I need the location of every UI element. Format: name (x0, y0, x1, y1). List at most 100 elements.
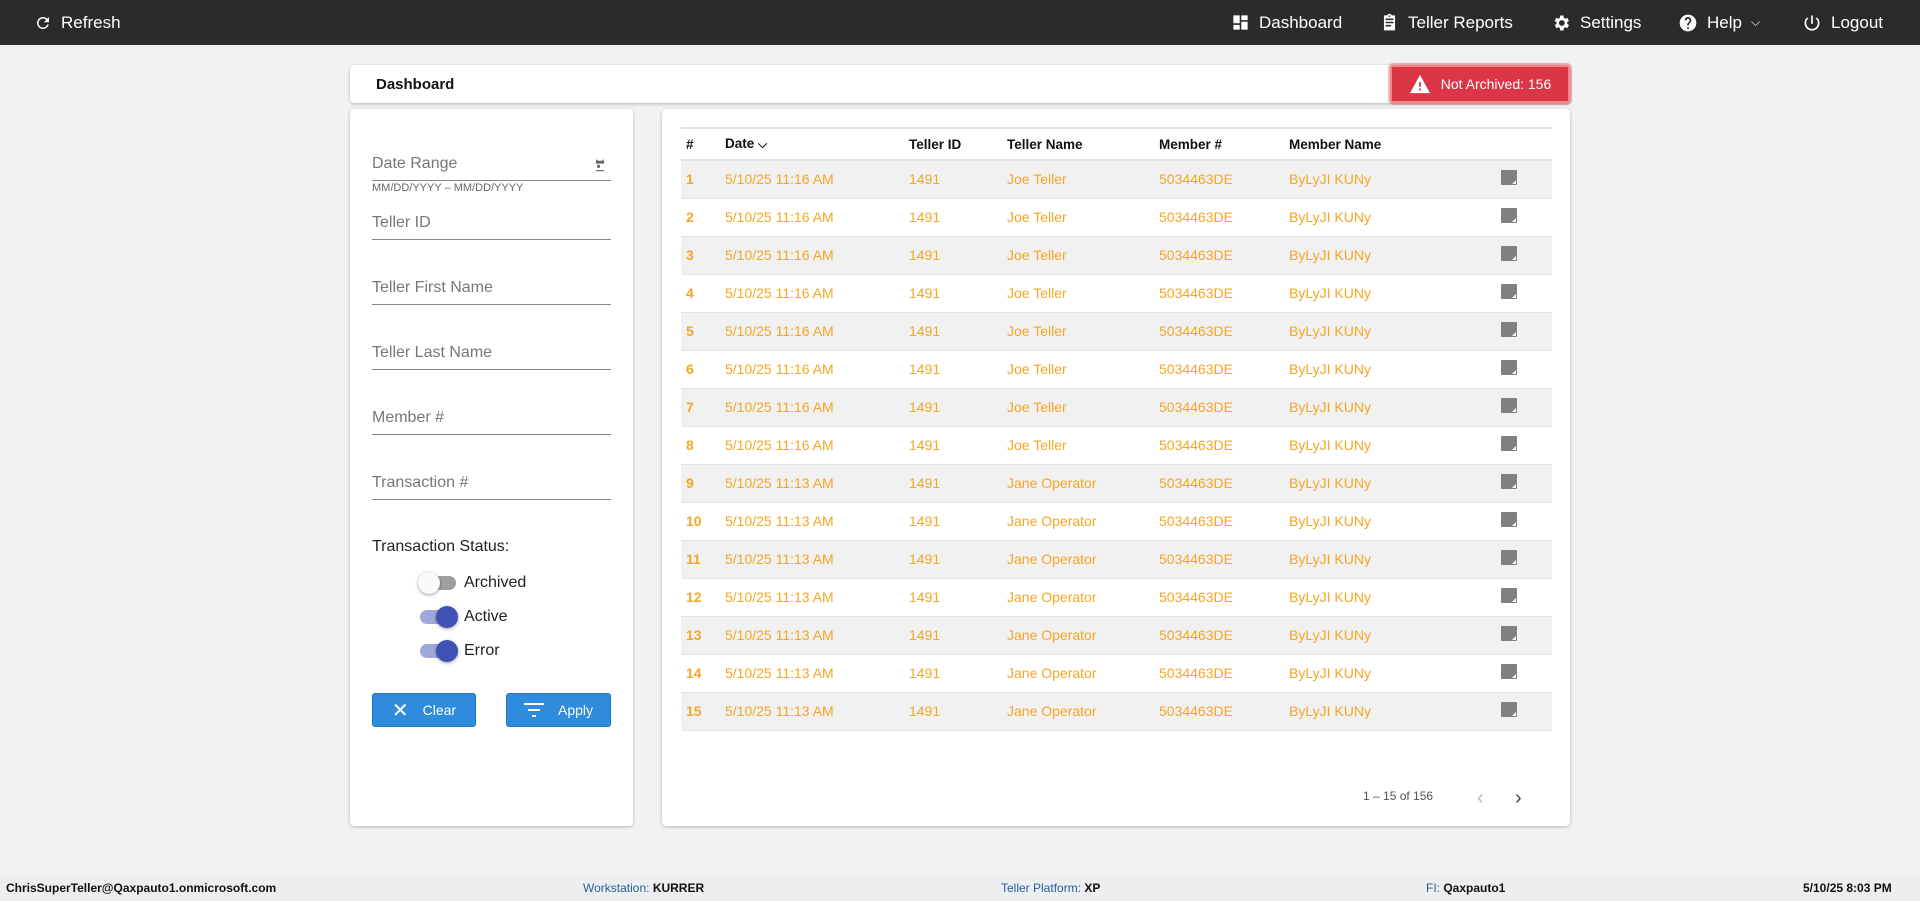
table-row[interactable]: 15 5/10/25 11:13 AM 1491 Jane Operator 50344… (681, 692, 1552, 731)
row-actions (1489, 616, 1552, 655)
table-row[interactable]: 14 5/10/25 11:13 AM 1491 Jane Operator 50344… (681, 654, 1552, 693)
note-icon[interactable] (1501, 474, 1517, 489)
note-icon[interactable] (1501, 284, 1517, 299)
row-number: 7 (681, 388, 725, 427)
note-icon[interactable] (1501, 208, 1517, 223)
nav-settings[interactable]: Settings (1551, 0, 1641, 45)
col-date-label: Date (725, 136, 755, 151)
toggle-archived[interactable]: Archived (418, 572, 526, 594)
teller-first-name-input[interactable]: Teller First Name (372, 275, 611, 305)
row-member-number: 5034463DE (1159, 616, 1289, 655)
close-icon: ✕ (391, 699, 409, 722)
note-icon[interactable] (1501, 360, 1517, 375)
note-icon[interactable] (1501, 170, 1517, 186)
previous-page-button[interactable]: ‹ (1477, 787, 1484, 809)
row-teller-name: Jane Operator (1007, 692, 1159, 731)
col-teller-id: Teller ID (909, 127, 1007, 161)
transaction-number-input[interactable]: Transaction # (372, 470, 611, 500)
footer-fi: Qaxpauto1 (1443, 881, 1506, 895)
note-icon[interactable] (1501, 702, 1517, 717)
row-number: 5 (681, 312, 725, 351)
table-row[interactable]: 6 5/10/25 11:16 AM 1491 Joe Teller 5034463DE… (681, 350, 1552, 389)
toggle-switch[interactable] (420, 640, 458, 662)
note-icon[interactable] (1501, 550, 1517, 565)
row-teller-id: 1491 (909, 540, 1007, 579)
row-teller-id: 1491 (909, 426, 1007, 465)
row-member-name: ByLyJI KUNy (1289, 274, 1489, 313)
row-member-number: 5034463DE (1159, 654, 1289, 693)
table-row[interactable]: 4 5/10/25 11:16 AM 1491 Joe Teller 5034463DE… (681, 274, 1552, 313)
logout-button[interactable]: Logout (1802, 0, 1883, 45)
nav-teller-reports[interactable]: Teller Reports (1380, 0, 1513, 45)
row-teller-id: 1491 (909, 502, 1007, 541)
footer-user: ChrisSuperTeller@Qaxpauto1.onmicrosoft.c… (6, 881, 277, 895)
col-member-number: Member # (1159, 127, 1289, 161)
row-teller-name: Jane Operator (1007, 654, 1159, 693)
row-date: 5/10/25 11:13 AM (725, 502, 909, 541)
row-number: 14 (681, 654, 725, 693)
toggle-switch[interactable] (420, 606, 458, 628)
table-row[interactable]: 3 5/10/25 11:16 AM 1491 Joe Teller 5034463DE… (681, 236, 1552, 275)
filter-panel: Date Range MM/DD/YYYY – MM/DD/YYYY Telle… (350, 109, 633, 826)
note-icon[interactable] (1501, 626, 1517, 641)
row-number: 9 (681, 464, 725, 503)
note-icon[interactable] (1501, 246, 1517, 261)
row-member-number: 5034463DE (1159, 502, 1289, 541)
row-member-number: 5034463DE (1159, 236, 1289, 275)
table-row[interactable]: 9 5/10/25 11:13 AM 1491 Jane Operator 503446… (681, 464, 1552, 503)
row-actions (1489, 350, 1552, 389)
note-icon[interactable] (1501, 588, 1517, 603)
note-icon[interactable] (1501, 512, 1517, 527)
row-member-name: ByLyJI KUNy (1289, 198, 1489, 237)
teller-first-name-label: Teller First Name (372, 279, 493, 296)
row-number: 12 (681, 578, 725, 617)
note-icon[interactable] (1501, 322, 1517, 337)
row-teller-id: 1491 (909, 654, 1007, 693)
footer-datetime: 5/10/25 8:03 PM (1803, 881, 1892, 895)
next-page-button[interactable]: › (1515, 787, 1522, 809)
row-teller-name: Joe Teller (1007, 160, 1159, 199)
table-row[interactable]: 8 5/10/25 11:16 AM 1491 Joe Teller 5034463DE… (681, 426, 1552, 465)
col-actions (1489, 127, 1552, 161)
note-icon[interactable] (1501, 436, 1517, 451)
clipboard-icon (1383, 13, 1396, 31)
table-row[interactable]: 11 5/10/25 11:13 AM 1491 Jane Operator 50344… (681, 540, 1552, 579)
row-member-number: 5034463DE (1159, 464, 1289, 503)
row-teller-name: Joe Teller (1007, 236, 1159, 275)
member-number-label: Member # (372, 409, 445, 426)
note-icon[interactable] (1501, 664, 1517, 679)
table-row[interactable]: 13 5/10/25 11:13 AM 1491 Jane Operator 50344… (681, 616, 1552, 655)
note-icon[interactable] (1501, 398, 1517, 413)
toggle-active[interactable]: Active (420, 606, 508, 628)
apply-button[interactable]: Apply (506, 693, 611, 727)
calendar-icon[interactable] (593, 159, 607, 173)
row-member-number: 5034463DE (1159, 540, 1289, 579)
row-teller-id: 1491 (909, 160, 1007, 199)
date-range-input[interactable]: Date Range (372, 151, 611, 181)
table-row[interactable]: 12 5/10/25 11:13 AM 1491 Jane Operator 50344… (681, 578, 1552, 617)
col-date[interactable]: Date ⌵ (725, 127, 909, 161)
nav-dashboard[interactable]: Dashboard (1231, 0, 1342, 45)
table-row[interactable]: 2 5/10/25 11:16 AM 1491 Joe Teller 5034463DE… (681, 198, 1552, 237)
table-row[interactable]: 10 5/10/25 11:13 AM 1491 Jane Operator 50344… (681, 502, 1552, 541)
row-member-number: 5034463DE (1159, 198, 1289, 237)
dashboard-header: Dashboard (350, 65, 1570, 103)
row-member-name: ByLyJI KUNy (1289, 312, 1489, 351)
row-actions (1489, 540, 1552, 579)
not-archived-badge[interactable]: Not Archived: 156 (1390, 65, 1570, 103)
teller-last-name-input[interactable]: Teller Last Name (372, 340, 611, 370)
clear-button[interactable]: ✕ Clear (372, 693, 476, 727)
refresh-button[interactable]: Refresh (34, 0, 121, 45)
table-row[interactable]: 1 5/10/25 11:16 AM 1491 Joe Teller 5034463DE… (681, 160, 1552, 199)
toggle-switch[interactable] (418, 572, 456, 594)
toggle-error[interactable]: Error (420, 640, 500, 662)
table-row[interactable]: 7 5/10/25 11:16 AM 1491 Joe Teller 5034463DE… (681, 388, 1552, 427)
row-member-number: 5034463DE (1159, 692, 1289, 731)
table-row[interactable]: 5 5/10/25 11:16 AM 1491 Joe Teller 5034463DE… (681, 312, 1552, 351)
row-number: 15 (681, 692, 725, 731)
row-member-number: 5034463DE (1159, 350, 1289, 389)
nav-help[interactable]: Help ⌵ (1678, 0, 1760, 45)
member-number-input[interactable]: Member # (372, 405, 611, 435)
top-nav-bar: Refresh Dashboard Teller Reports Setting… (0, 0, 1920, 45)
teller-id-input[interactable]: Teller ID (372, 210, 611, 240)
